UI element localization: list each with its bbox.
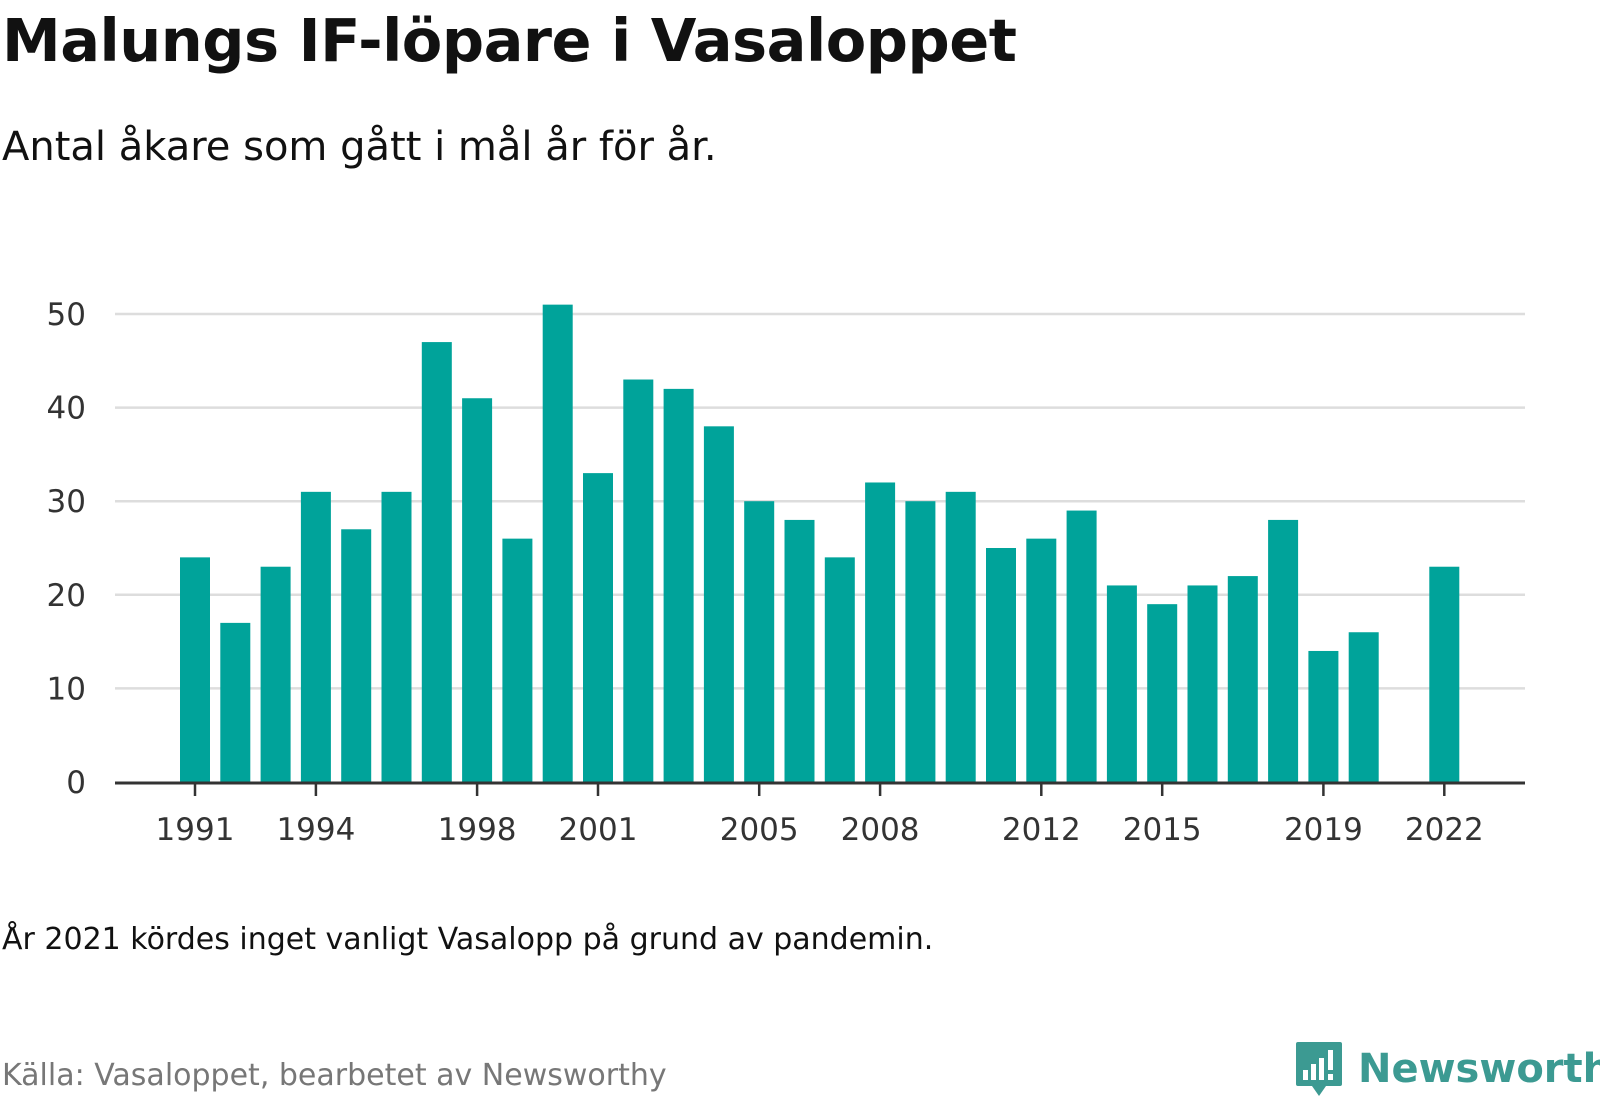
- bar-2006: [784, 519, 815, 782]
- bar-2003: [663, 388, 694, 782]
- brand-name: Newsworthy: [1358, 1046, 1600, 1092]
- y-tick-label: 50: [47, 297, 86, 333]
- bar-2017: [1227, 576, 1258, 782]
- bar-1998: [462, 398, 493, 782]
- bar-1992: [220, 622, 251, 782]
- chart-note: År 2021 kördes inget vanligt Vasalopp på…: [2, 922, 934, 957]
- chart-title: Malungs IF-löpare i Vasaloppet: [2, 6, 1017, 75]
- x-tick-label: 2019: [1284, 812, 1363, 848]
- bar-2010: [945, 491, 976, 782]
- x-tick-label: 2015: [1123, 812, 1202, 848]
- bar-2008: [865, 482, 896, 782]
- source-credit: Källa: Vasaloppet, bearbetet av Newswort…: [2, 1058, 667, 1093]
- y-axis-labels: 0 10 20 30 40 50: [47, 297, 86, 801]
- y-tick-label: 0: [66, 765, 86, 801]
- bar-2013: [1066, 510, 1097, 782]
- bar-1996: [381, 491, 412, 782]
- x-tick-label: 2008: [841, 812, 920, 848]
- bar-chart: 0 10 20 30 40 50 1991 1994 1998 2001 2005 2008 2012…: [47, 297, 1525, 848]
- x-tick-label: 2001: [559, 812, 638, 848]
- bar-1997: [421, 342, 452, 782]
- bar-2011: [986, 548, 1016, 782]
- bar-2001: [583, 473, 613, 782]
- bar-2007: [824, 557, 855, 782]
- bar-2000: [542, 304, 573, 782]
- x-tick-label: 1991: [156, 812, 235, 848]
- y-tick-label: 30: [47, 484, 86, 520]
- bars: [180, 304, 1460, 782]
- y-tick-label: 40: [47, 391, 86, 427]
- x-tick-label: 1994: [276, 812, 355, 848]
- brand-logo: Newsworthy: [1294, 1040, 1600, 1098]
- bar-2014: [1106, 585, 1137, 782]
- chart-subtitle: Antal åkare som gått i mål år för år.: [2, 124, 717, 170]
- x-tick-label: 1998: [438, 812, 517, 848]
- bar-2018: [1268, 519, 1299, 782]
- bar-1993: [260, 566, 291, 782]
- bar-2012: [1026, 538, 1057, 782]
- newsworthy-logo-icon: [1296, 1042, 1342, 1096]
- bar-2002: [623, 379, 654, 782]
- bar-2015: [1147, 604, 1178, 782]
- x-tick-label: 2022: [1405, 812, 1484, 848]
- bar-1991: [180, 557, 210, 782]
- y-tick-label: 20: [47, 578, 86, 614]
- bar-2019: [1308, 650, 1339, 782]
- x-tick-label: 2012: [1002, 812, 1081, 848]
- bar-1995: [341, 529, 372, 782]
- x-tick-label: 2005: [720, 812, 799, 848]
- y-tick-label: 10: [47, 671, 86, 707]
- bar-2020: [1348, 632, 1379, 782]
- bar-2016: [1187, 585, 1218, 782]
- bar-1999: [502, 538, 533, 782]
- bar-2004: [703, 426, 734, 782]
- bar-2022: [1429, 566, 1460, 782]
- bar-2009: [905, 501, 936, 782]
- x-axis: 1991 1994 1998 2001 2005 2008 2012 2015 2019 2022: [115, 781, 1525, 848]
- bar-2005: [744, 501, 775, 782]
- bar-1994: [300, 491, 331, 782]
